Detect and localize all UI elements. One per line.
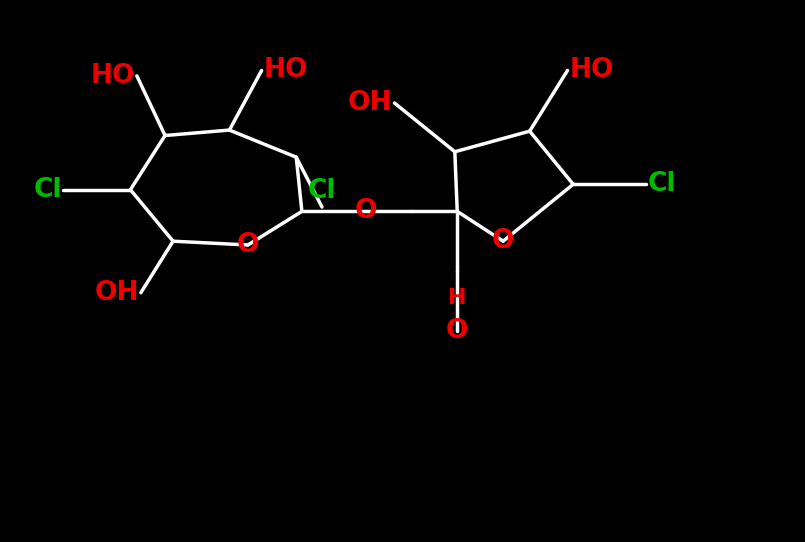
Text: HO: HO xyxy=(569,57,614,83)
Text: O: O xyxy=(355,198,378,224)
Text: Cl: Cl xyxy=(647,171,676,197)
Text: OH: OH xyxy=(348,90,393,116)
Text: O: O xyxy=(237,232,259,258)
Text: O: O xyxy=(446,318,469,344)
Text: H: H xyxy=(448,288,466,308)
Text: Cl: Cl xyxy=(34,177,63,203)
Text: OH: OH xyxy=(94,280,139,306)
Text: O: O xyxy=(492,228,514,254)
Text: Cl: Cl xyxy=(308,178,336,204)
Text: HO: HO xyxy=(90,63,135,89)
Text: HO: HO xyxy=(263,57,308,83)
